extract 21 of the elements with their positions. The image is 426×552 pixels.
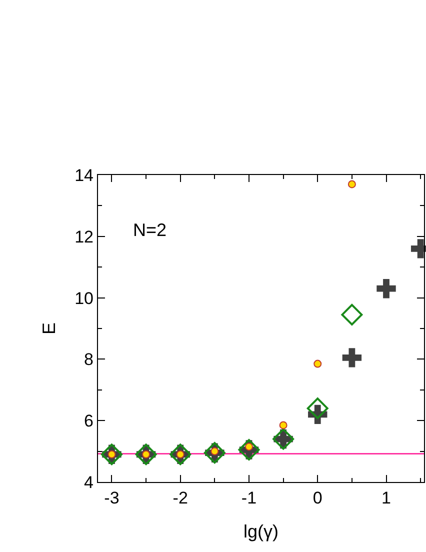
y-tick-label: 10: [74, 288, 94, 308]
point: [306, 398, 328, 420]
annotation: N=2: [133, 220, 167, 240]
point: [348, 180, 356, 188]
x-tick-label: 0: [312, 488, 322, 508]
y-tick-label: 14: [74, 166, 94, 185]
y-axis-title: E: [38, 322, 59, 335]
x-tick-label: 1: [382, 488, 391, 508]
y-tick-label: 4: [84, 472, 94, 492]
y-tick-label: 8: [84, 350, 94, 370]
point: [341, 304, 363, 326]
x-axis-title: lg(γ): [244, 522, 278, 542]
point: [279, 421, 288, 430]
point: [342, 348, 362, 368]
x-tick-label: -2: [172, 488, 188, 508]
point: [376, 278, 396, 298]
x-tick-label: -1: [241, 488, 257, 508]
x-tick-label: -3: [104, 488, 120, 508]
point: [314, 360, 322, 368]
y-tick-label: 12: [74, 227, 94, 246]
y-tick-label: 6: [84, 412, 94, 431]
